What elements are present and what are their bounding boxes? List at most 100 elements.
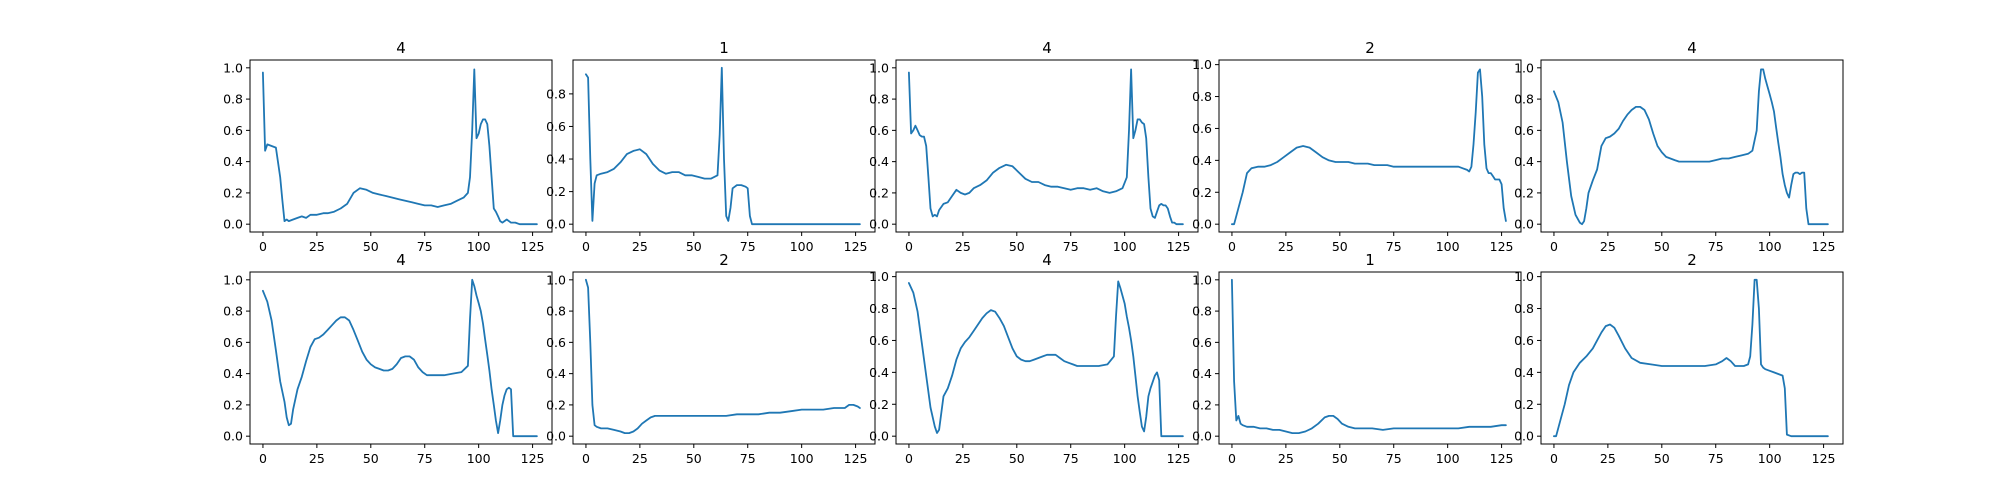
x-tick-label: 50 — [1009, 451, 1025, 466]
x-tick-label: 0 — [1228, 239, 1236, 254]
subplot-3: 0 25 50 75 100 125 0.0 0.2 0.4 0.6 0.8 1.0 4 — [869, 39, 1199, 254]
x-tick-label: 125 — [521, 451, 545, 466]
x-tick-label: 25 — [632, 239, 648, 254]
x-tick-label: 50 — [1009, 239, 1025, 254]
plot-frame — [572, 271, 876, 445]
series-line — [1231, 278, 1507, 435]
x-tick-label: 75 — [417, 451, 433, 466]
x-tick-label: 75 — [1708, 451, 1724, 466]
subplot-title: 2 — [719, 251, 729, 269]
y-tick-label: 0.4 — [1514, 154, 1534, 169]
x-tick-label: 25 — [1278, 239, 1294, 254]
y-tick-label: 0.2 — [1514, 397, 1534, 412]
x-tick-label: 25 — [309, 451, 325, 466]
y-tick-label: 1.0 — [1514, 60, 1534, 75]
x-tick-label: 100 — [1436, 451, 1460, 466]
subplot-10: 0 25 50 75 100 125 0.0 0.2 0.4 0.6 0.8 1.0 2 — [1514, 251, 1844, 466]
y-tick-label: 0.0 — [1514, 217, 1534, 232]
y-tick-label: 0.0 — [223, 217, 243, 232]
y-tick-label: 0.0 — [546, 429, 566, 444]
y-tick-label: 1.0 — [223, 272, 243, 287]
subplot-title: 2 — [1365, 39, 1375, 57]
subplot-title: 4 — [1042, 251, 1052, 269]
y-tick-label: 0.0 — [1514, 429, 1534, 444]
subplot-6: 0 25 50 75 100 125 0.0 0.2 0.4 0.6 0.8 1.0 4 — [223, 251, 553, 466]
y-tick-label: 0.6 — [1514, 333, 1534, 348]
y-tick-label: 0.8 — [223, 304, 243, 319]
plot-frame — [1218, 59, 1522, 233]
y-tick-label: 0.8 — [1192, 304, 1212, 319]
y-tick-label: 0.6 — [1514, 123, 1534, 138]
x-tick-label: 75 — [1386, 239, 1402, 254]
y-tick-label: 0.6 — [546, 119, 566, 134]
y-tick-label: 0.0 — [1192, 429, 1212, 444]
y-tick-label: 0.2 — [1192, 185, 1212, 200]
x-tick-label: 100 — [1758, 451, 1782, 466]
x-tick-label: 25 — [1600, 239, 1616, 254]
subplot-4: 0 25 50 75 100 125 0.0 0.2 0.4 0.6 0.8 1.0 2 — [1192, 39, 1522, 254]
x-tick-label: 125 — [1167, 451, 1191, 466]
y-tick-label: 0.4 — [223, 366, 243, 381]
x-tick-label: 50 — [686, 239, 702, 254]
y-tick-label: 0.6 — [1192, 335, 1212, 350]
subplot-title: 1 — [1365, 251, 1375, 269]
subplot-2: 0 25 50 75 100 125 0.0 0.2 0.4 0.6 0.8 1 — [546, 39, 876, 254]
y-tick-label: 0.4 — [546, 152, 566, 167]
x-tick-label: 125 — [1812, 239, 1836, 254]
x-tick-label: 100 — [467, 239, 491, 254]
x-tick-label: 25 — [1600, 451, 1616, 466]
x-tick-label: 100 — [1436, 239, 1460, 254]
y-tick-label: 1.0 — [1514, 269, 1534, 284]
y-tick-label: 0.6 — [1192, 121, 1212, 136]
x-tick-label: 25 — [955, 451, 971, 466]
series-line — [1553, 278, 1829, 438]
y-tick-label: 0.4 — [869, 365, 889, 380]
y-tick-label: 0.2 — [1514, 185, 1534, 200]
x-tick-label: 100 — [1113, 451, 1137, 466]
y-tick-label: 1.0 — [223, 60, 243, 75]
series-line — [261, 278, 538, 438]
series-line — [585, 66, 861, 226]
plot-frame — [572, 59, 876, 233]
y-tick-label: 1.0 — [869, 269, 889, 284]
x-tick-label: 0 — [1228, 451, 1236, 466]
x-tick-label: 125 — [521, 239, 545, 254]
y-tick-label: 0.6 — [869, 123, 889, 138]
plot-frame — [895, 59, 1199, 233]
plot-frame — [895, 271, 1199, 445]
y-tick-label: 0.4 — [546, 366, 566, 381]
series-line — [261, 68, 538, 226]
y-tick-label: 1.0 — [1192, 57, 1212, 72]
y-tick-label: 0.2 — [223, 397, 243, 412]
y-tick-label: 0.0 — [223, 429, 243, 444]
y-tick-label: 0.0 — [546, 217, 566, 232]
y-tick-label: 0.8 — [546, 304, 566, 319]
subplot-title: 4 — [396, 251, 406, 269]
series-line — [1231, 68, 1507, 226]
y-tick-label: 0.2 — [869, 185, 889, 200]
y-tick-label: 0.0 — [869, 217, 889, 232]
x-tick-label: 50 — [363, 239, 379, 254]
x-tick-label: 75 — [740, 239, 756, 254]
x-tick-label: 50 — [1332, 239, 1348, 254]
y-tick-label: 0.2 — [869, 397, 889, 412]
x-tick-label: 0 — [582, 451, 590, 466]
y-tick-label: 0.6 — [546, 335, 566, 350]
x-tick-label: 50 — [363, 451, 379, 466]
x-tick-label: 100 — [467, 451, 491, 466]
y-tick-label: 0.8 — [1192, 89, 1212, 104]
x-tick-label: 75 — [1063, 239, 1079, 254]
x-tick-label: 50 — [1332, 451, 1348, 466]
x-tick-label: 25 — [309, 239, 325, 254]
x-tick-label: 50 — [1654, 239, 1670, 254]
x-tick-label: 100 — [790, 239, 814, 254]
x-tick-label: 0 — [1550, 239, 1558, 254]
x-tick-label: 75 — [417, 239, 433, 254]
y-tick-label: 0.8 — [546, 86, 566, 101]
x-tick-label: 0 — [582, 239, 590, 254]
y-tick-label: 0.6 — [223, 123, 243, 138]
x-tick-label: 75 — [1708, 239, 1724, 254]
plot-frame — [1218, 271, 1522, 445]
y-tick-label: 0.0 — [1192, 217, 1212, 232]
